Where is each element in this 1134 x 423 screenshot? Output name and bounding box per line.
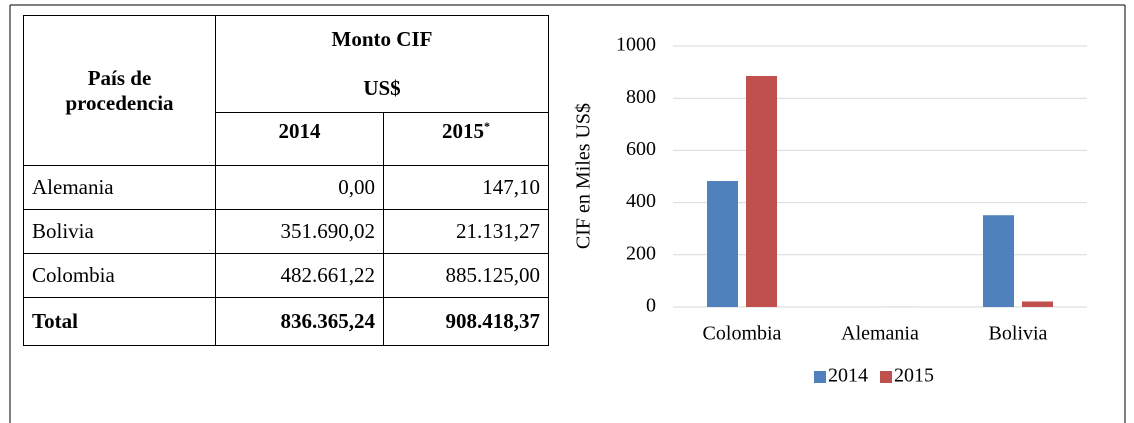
cell: Bolivia xyxy=(23,209,216,254)
cell: 482.661,22 xyxy=(215,253,384,298)
header-text: Monto CIF xyxy=(331,27,433,51)
cell: 836.365,24 xyxy=(215,297,384,346)
legend-swatch xyxy=(880,371,892,383)
cell: Colombia xyxy=(23,253,216,298)
cell: Alemania xyxy=(23,165,216,210)
y-axis-label: CIF en Miles US$ xyxy=(573,103,595,249)
y-tick-label: 1000 xyxy=(616,34,656,56)
data-table: País de procedencia Monto CIF US$ 2014 2… xyxy=(23,15,549,346)
header-cell: 2015* xyxy=(383,112,549,166)
cell: 0,00 xyxy=(215,165,384,210)
bar xyxy=(983,215,1014,307)
y-tick-label: 200 xyxy=(626,242,656,264)
y-tick-label: 800 xyxy=(626,86,656,108)
bar xyxy=(707,181,738,307)
header-cell: Monto CIF US$ xyxy=(215,15,549,113)
y-tick-label: 600 xyxy=(626,138,656,160)
y-tick-label: 400 xyxy=(626,190,656,212)
cell: 908.418,37 xyxy=(383,297,549,346)
cell: 885.125,00 xyxy=(383,253,549,298)
header-text: US$ xyxy=(363,76,401,100)
bar xyxy=(746,75,777,307)
cell: 147,10 xyxy=(383,165,549,210)
legend-label: 2014 xyxy=(828,365,868,387)
header-text: 2015 xyxy=(442,119,484,143)
cell: Total xyxy=(23,297,216,346)
x-tick-label: Colombia xyxy=(703,323,782,345)
x-tick-label: Bolivia xyxy=(989,323,1048,345)
bar xyxy=(1022,301,1053,307)
footnote-mark: * xyxy=(484,119,490,133)
legend-swatch xyxy=(814,371,826,383)
y-tick-label: 0 xyxy=(646,295,656,317)
header-cell: País de procedencia xyxy=(23,15,216,166)
cell: 351.690,02 xyxy=(215,209,384,254)
x-tick-label: Alemania xyxy=(841,323,919,345)
cell: 21.131,27 xyxy=(383,209,549,254)
header-cell: 2014 xyxy=(215,112,384,166)
legend-label: 2015 xyxy=(894,365,934,387)
